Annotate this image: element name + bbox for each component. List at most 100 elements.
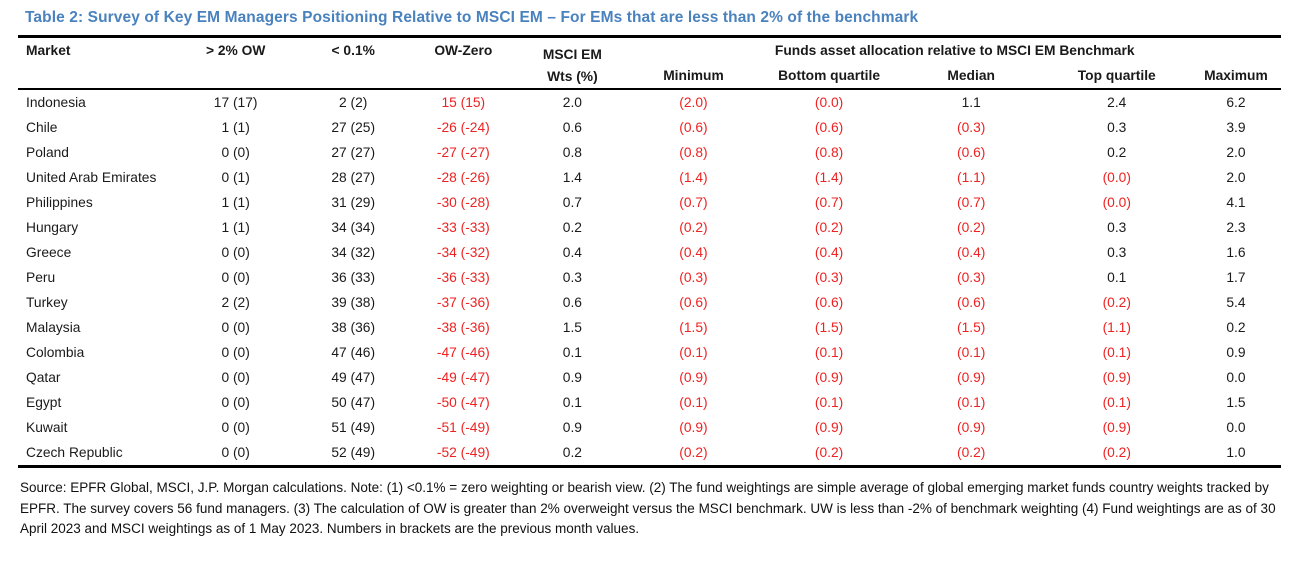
table-row: Poland 0 (0) 27 (27) -27 (-27) 0.8 (0.8) (0.8)… [18, 140, 1281, 165]
cell-wts: 0.9 [562, 420, 582, 435]
cell-bq: (0.2) [814, 220, 844, 235]
cell-market: Chile [26, 120, 58, 135]
cell-tq: 0.3 [1107, 245, 1127, 260]
cell-max: 1.6 [1226, 245, 1246, 260]
cell-tq: 0.2 [1107, 145, 1127, 160]
table-row: Egypt 0 (0) 50 (47) -50 (-47) 0.1 (0.1) (0.1) (… [18, 390, 1281, 415]
cell-market: Colombia [26, 345, 85, 360]
cell-med: (0.9) [956, 420, 986, 435]
column-header-ow2: > 2% OW [205, 43, 266, 58]
cell-bq: (0.7) [814, 195, 844, 210]
cell-min: (0.1) [679, 345, 708, 360]
table-row: Qatar 0 (0) 49 (47) -49 (-47) 0.9 (0.9) (0.9) (… [18, 365, 1281, 390]
cell-tq: (0.2) [1102, 445, 1131, 460]
cell-lt01: 52 (49) [331, 445, 376, 460]
cell-tq: (0.0) [1102, 170, 1131, 185]
column-header-msci-line2: Wts (%) [547, 68, 598, 84]
cell-max: 2.0 [1226, 145, 1246, 160]
cell-tq: (0.9) [1102, 420, 1131, 435]
cell-bq: (0.2) [814, 445, 844, 460]
column-header-top-quartile: Top quartile [1077, 68, 1156, 83]
table-row: Philippines 1 (1) 31 (29) -30 (-28) 0.7 (0.7)… [18, 190, 1281, 215]
column-header-lt01: < 0.1% [331, 43, 375, 58]
cell-ow2: 0 (0) [221, 445, 250, 460]
cell-max: 0.0 [1226, 420, 1246, 435]
cell-med: (0.6) [956, 145, 986, 160]
cell-market: Malaysia [26, 320, 81, 335]
cell-min: (0.6) [679, 120, 708, 135]
cell-bq: (0.1) [814, 395, 844, 410]
cell-market: Egypt [26, 395, 62, 410]
cell-lt01: 50 (47) [331, 395, 376, 410]
cell-med: (0.2) [956, 220, 986, 235]
cell-lt01: 38 (36) [331, 320, 376, 335]
cell-market: Hungary [26, 220, 79, 235]
cell-owzero: -51 (-49) [436, 420, 490, 435]
cell-lt01: 49 (47) [331, 370, 376, 385]
cell-min: (0.4) [679, 245, 708, 260]
cell-lt01: 34 (32) [331, 245, 376, 260]
cell-lt01: 34 (34) [331, 220, 376, 235]
cell-max: 5.4 [1226, 295, 1246, 310]
cell-wts: 0.6 [562, 295, 582, 310]
cell-owzero: -47 (-46) [436, 345, 490, 360]
column-header-bottom-quartile: Bottom quartile [778, 68, 881, 83]
cell-tq: 0.3 [1107, 220, 1127, 235]
cell-med: (1.5) [956, 320, 986, 335]
table-header: Market > 2% OW < 0.1% OW-Zero MSCI EM Wt… [18, 37, 1281, 89]
cell-min: (1.4) [679, 170, 708, 185]
group-header-funds-allocation: Funds asset allocation relative to MSCI … [774, 43, 1135, 58]
cell-market: Qatar [26, 370, 61, 385]
cell-med: (0.7) [956, 195, 986, 210]
cell-owzero: -26 (-24) [436, 120, 490, 135]
cell-max: 3.9 [1226, 120, 1246, 135]
cell-wts: 0.1 [562, 345, 582, 360]
cell-min: (0.6) [679, 295, 708, 310]
cell-market: Kuwait [26, 420, 68, 435]
cell-lt01: 2 (2) [339, 95, 368, 110]
cell-med: (0.6) [956, 295, 986, 310]
cell-owzero: -30 (-28) [436, 195, 490, 210]
cell-ow2: 1 (1) [221, 220, 250, 235]
cell-wts: 0.7 [562, 195, 582, 210]
source-footnote: Source: EPFR Global, MSCI, J.P. Morgan c… [20, 480, 1276, 537]
cell-med: (0.4) [956, 245, 986, 260]
cell-med: (1.1) [956, 170, 986, 185]
cell-market: Czech Republic [26, 445, 123, 460]
cell-bq: (0.6) [814, 295, 844, 310]
cell-owzero: -36 (-33) [436, 270, 490, 285]
cell-owzero: -34 (-32) [436, 245, 490, 260]
table-row: Indonesia 17 (17) 2 (2) 15 (15) 2.0 (2.0) (0.0… [18, 89, 1281, 115]
cell-ow2: 0 (1) [221, 170, 250, 185]
cell-lt01: 27 (25) [331, 120, 376, 135]
table-row: Greece 0 (0) 34 (32) -34 (-32) 0.4 (0.4) (0.4)… [18, 240, 1281, 265]
cell-med: (0.2) [956, 445, 986, 460]
cell-tq: 2.4 [1107, 95, 1127, 110]
cell-market: Turkey [26, 295, 68, 310]
cell-lt01: 36 (33) [331, 270, 376, 285]
table-row: United Arab Emirates 0 (1) 28 (27) -28 (-26… [18, 165, 1281, 190]
cell-max: 0.2 [1226, 320, 1246, 335]
cell-min: (0.3) [679, 270, 708, 285]
table-row: Peru 0 (0) 36 (33) -36 (-33) 0.3 (0.3) (0.3) (0… [18, 265, 1281, 290]
cell-owzero: -52 (-49) [436, 445, 490, 460]
column-header-minimum: Minimum [663, 68, 724, 83]
cell-ow2: 0 (0) [221, 145, 250, 160]
cell-bq: (1.5) [814, 320, 844, 335]
cell-market: Philippines [26, 195, 93, 210]
cell-max: 4.1 [1226, 195, 1246, 210]
cell-tq: (0.2) [1102, 295, 1131, 310]
cell-tq: (0.1) [1102, 345, 1131, 360]
column-header-owzero: OW-Zero [434, 43, 493, 58]
table-row: Kuwait 0 (0) 51 (49) -51 (-49) 0.9 (0.9) (0.9)… [18, 415, 1281, 440]
cell-ow2: 2 (2) [221, 295, 250, 310]
cell-lt01: 27 (27) [331, 145, 376, 160]
cell-bq: (0.9) [814, 370, 844, 385]
cell-max: 1.0 [1226, 445, 1246, 460]
cell-wts: 0.2 [562, 220, 582, 235]
cell-wts: 0.1 [562, 395, 582, 410]
cell-ow2: 1 (1) [221, 195, 250, 210]
table-row: Turkey 2 (2) 39 (38) -37 (-36) 0.6 (0.6) (0.6)… [18, 290, 1281, 315]
cell-lt01: 31 (29) [331, 195, 376, 210]
cell-tq: 0.3 [1107, 120, 1127, 135]
